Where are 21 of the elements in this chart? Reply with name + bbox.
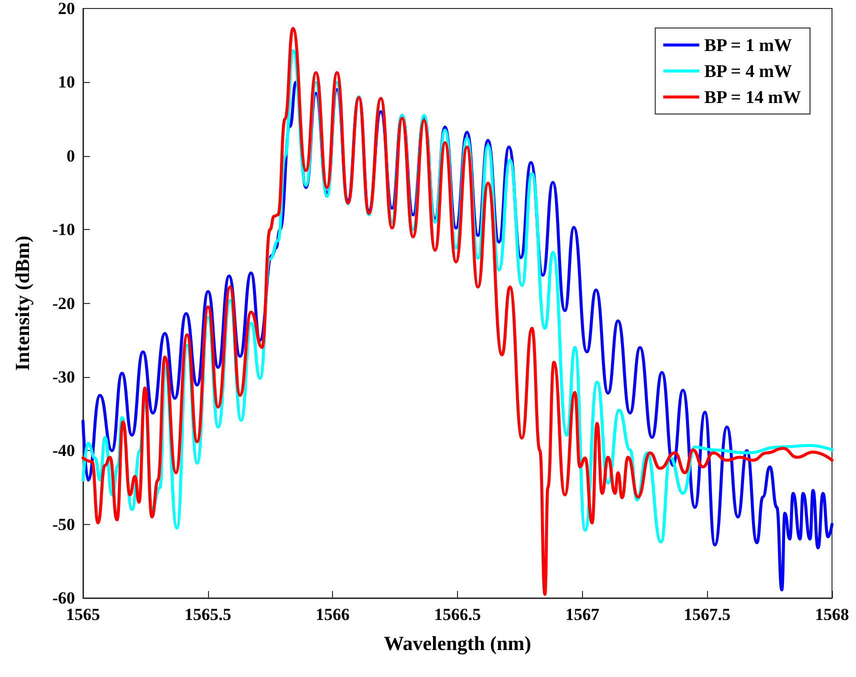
y-tick-label: 20 <box>58 0 75 18</box>
x-tick-label: 1566.5 <box>434 605 481 624</box>
x-tick-label: 1567.5 <box>684 605 731 624</box>
x-tick-label: 1568 <box>815 605 849 624</box>
y-axis-title: Intensity (dBm) <box>12 236 34 371</box>
x-tick-label: 1565.5 <box>184 605 232 624</box>
y-tick-label: 10 <box>58 72 75 92</box>
y-tick-label: -60 <box>52 588 75 608</box>
x-tick-label: 1566 <box>316 605 350 624</box>
y-tick-label: -30 <box>52 367 75 386</box>
x-tick-label: 1567 <box>565 605 600 624</box>
legend-label: BP = 1 mW <box>704 35 792 55</box>
y-tick-label: 0 <box>66 146 75 166</box>
y-tick-label: -40 <box>52 441 75 460</box>
y-tick-label: -50 <box>52 514 75 534</box>
legend-label: BP = 4 mW <box>704 61 792 81</box>
legend-label: BP = 14 mW <box>704 87 802 107</box>
y-tick-label: -10 <box>52 220 75 240</box>
x-tick-label: 1565 <box>66 605 100 624</box>
x-axis-title: Wavelength (nm) <box>384 633 532 655</box>
y-tick-label: -20 <box>52 294 75 313</box>
